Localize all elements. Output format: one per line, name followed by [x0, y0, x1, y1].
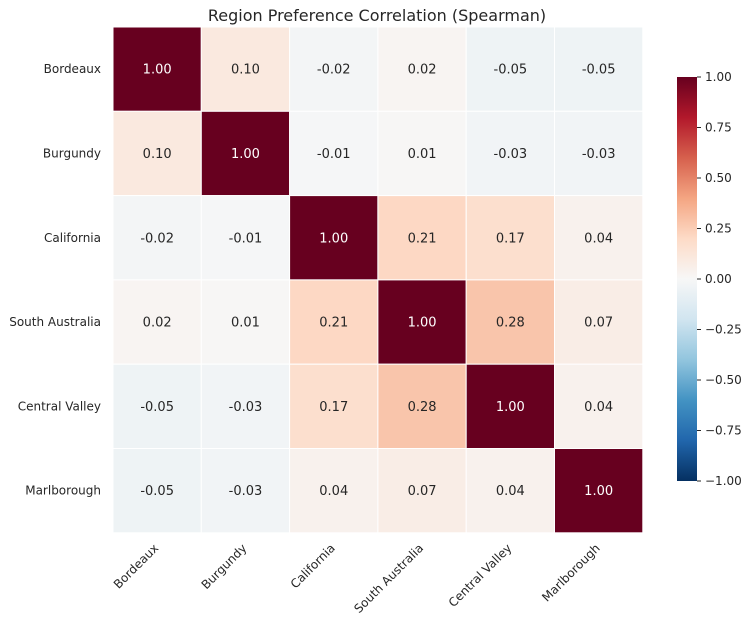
- cell-value-label: -0.03: [494, 147, 528, 162]
- heatmap-cell: [377, 448, 467, 534]
- x-tick-label: Central Valley: [446, 541, 515, 610]
- x-tick-label: Burgundy: [199, 541, 250, 592]
- cell-value-label: 1.00: [408, 316, 437, 331]
- cell-value-label: -0.05: [140, 484, 174, 499]
- cell-value-label: 1.00: [319, 231, 348, 246]
- y-tick-label: Marlborough: [25, 484, 101, 498]
- cell-value-label: -0.05: [494, 63, 528, 78]
- colorbar-tick-label: 0.50: [705, 171, 732, 185]
- colorbar-tick-label: −0.50: [705, 373, 742, 387]
- colorbar-tick-label: −0.25: [705, 323, 742, 337]
- cell-value-label: 0.17: [319, 400, 348, 415]
- cell-value-label: -0.05: [140, 400, 174, 415]
- heatmap-cell: [289, 279, 379, 365]
- y-tick-label: Burgundy: [43, 146, 101, 160]
- cell-value-label: 0.07: [408, 484, 437, 499]
- heatmap-cell: [377, 110, 467, 197]
- cell-value-label: -0.02: [317, 63, 351, 78]
- heatmap-cell: [200, 195, 291, 281]
- cell-value-label: 0.17: [496, 231, 525, 246]
- y-axis-tick-labels: Bordeaux Burgundy California South Australi…: [9, 62, 101, 498]
- cell-value-label: 0.28: [496, 316, 525, 331]
- cell-value-label: 0.01: [231, 316, 260, 331]
- cell-value-label: 0.04: [496, 484, 525, 499]
- heatmap-cell: [289, 363, 379, 450]
- heatmap-cell: [554, 448, 644, 534]
- colorbar-tick-label: 0.25: [705, 222, 732, 236]
- heatmap-cell: [289, 195, 379, 281]
- heatmap-cell: [200, 26, 291, 112]
- cell-value-label: 1.00: [143, 63, 172, 78]
- cell-value-label: 0.04: [584, 400, 613, 415]
- x-tick-label: Marlborough: [539, 541, 602, 604]
- cell-value-label: 1.00: [584, 484, 613, 499]
- heatmap-cell: [465, 279, 556, 365]
- heatmap-cell: [554, 195, 644, 281]
- heatmap-cell: [465, 195, 556, 281]
- heatmap-cell: [554, 26, 644, 112]
- colorbar-tick-label: 0.00: [705, 272, 732, 286]
- colorbar-tick-label: −0.75: [705, 424, 742, 438]
- heatmap-cell: [377, 195, 467, 281]
- x-tick-label: California: [288, 541, 338, 591]
- heatmap-cell: [112, 448, 202, 534]
- cell-value-label: 0.28: [408, 400, 437, 415]
- cell-value-label: -0.05: [582, 63, 616, 78]
- y-tick-label: Bordeaux: [44, 62, 101, 76]
- cell-value-label: 1.00: [496, 400, 525, 415]
- cell-value-label: 1.00: [231, 147, 260, 162]
- heatmap-cell: [554, 110, 644, 197]
- heatmap-cell: [112, 279, 202, 365]
- heatmap-cell: [465, 26, 556, 112]
- cell-value-label: 0.02: [143, 316, 172, 331]
- cell-value-label: 0.02: [408, 63, 437, 78]
- cell-value-label: -0.03: [582, 147, 616, 162]
- x-axis-tick-labels: Bordeaux Burgundy California South Australi…: [111, 541, 603, 616]
- cell-value-label: 0.10: [143, 147, 172, 162]
- x-tick-label: South Australia: [351, 541, 426, 616]
- cell-value-label: -0.03: [229, 484, 263, 499]
- heatmap-cells: 1.00 0.10 -0.02 0.02 -0.05 -0.05 0.10 1.00 -0.01…: [112, 26, 644, 534]
- cell-value-label: 0.04: [319, 484, 348, 499]
- chart-title: Region Preference Correlation (Spearman): [208, 6, 546, 25]
- cell-value-label: 0.01: [408, 147, 437, 162]
- cell-value-label: -0.01: [317, 147, 351, 162]
- heatmap-cell: [112, 195, 202, 281]
- heatmap-cell: [377, 279, 467, 365]
- heatmap-cell: [377, 363, 467, 450]
- cell-value-label: 0.10: [231, 63, 260, 78]
- cell-value-label: -0.03: [229, 400, 263, 415]
- heatmap-cell: [200, 110, 291, 197]
- heatmap-cell: [112, 26, 202, 112]
- colorbar-tick-label: 0.75: [705, 121, 732, 135]
- cell-value-label: 0.21: [319, 316, 348, 331]
- cell-value-label: 0.07: [584, 316, 613, 331]
- x-tick-label: Bordeaux: [111, 541, 161, 591]
- cell-value-label: -0.01: [229, 231, 263, 246]
- heatmap-cell: [554, 279, 644, 365]
- y-tick-label: South Australia: [9, 315, 101, 329]
- heatmap-cell: [377, 26, 467, 112]
- heatmap-cell: [289, 26, 379, 112]
- heatmap-cell: [465, 363, 556, 450]
- colorbar-tick-label: −1.00: [705, 474, 742, 488]
- cell-value-label: 0.04: [584, 231, 613, 246]
- colorbar-gradient: [677, 77, 697, 481]
- heatmap-cell: [554, 363, 644, 450]
- cell-value-label: -0.02: [140, 231, 174, 246]
- y-tick-label: Central Valley: [18, 399, 101, 413]
- heatmap-cell: [200, 279, 291, 365]
- heatmap-cell: [112, 363, 202, 450]
- colorbar: 1.00 0.75 0.50 0.25 0.00 −0.25 −0.50 −0.75 −1.00: [677, 70, 742, 488]
- heatmap-cell: [465, 448, 556, 534]
- cell-value-label: 0.21: [408, 231, 437, 246]
- colorbar-tick-label: 1.00: [705, 70, 732, 84]
- y-tick-label: California: [44, 231, 101, 245]
